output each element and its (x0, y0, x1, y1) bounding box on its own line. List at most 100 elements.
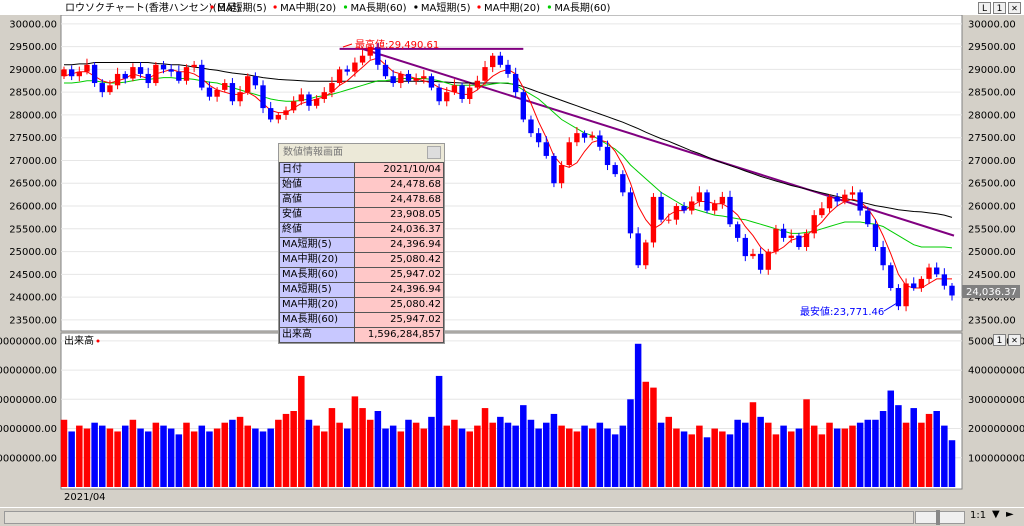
volume-bar (328, 408, 336, 487)
candle-body (520, 92, 526, 120)
volume-bar (282, 413, 290, 487)
info-panel[interactable]: 数値情報画面 日付 2021/10/04 始値 24,478.68 高値 24,478.6… (278, 143, 445, 344)
candle-body (344, 69, 350, 72)
candle-body (283, 110, 289, 115)
zoom-slider[interactable] (915, 510, 965, 525)
lock-button[interactable]: L (978, 2, 991, 14)
volume-bar (680, 431, 688, 487)
candle-body (551, 155, 557, 184)
candle-body (926, 267, 932, 279)
volume-bar (443, 425, 451, 487)
zoom-slider-thumb[interactable] (936, 510, 940, 525)
info-value: 25,947.02 (354, 267, 444, 283)
candle-body (99, 83, 105, 93)
price-tick-left: 26500.00 (9, 179, 57, 190)
volume-bar (382, 428, 389, 487)
volume-bar (650, 387, 657, 487)
price-tick-left: 30000.00 (9, 19, 57, 30)
volume-tick-right: 1000000000.00 (968, 453, 1024, 464)
candle-body (199, 64, 205, 88)
info-row: 出来高 1,596,284,857 (279, 327, 444, 343)
candle-body (643, 242, 649, 266)
status-bar: 1:1 ▼ ► (0, 507, 1024, 526)
volume-bar (879, 411, 887, 487)
candle-body (413, 78, 419, 81)
volume-bar (642, 381, 650, 487)
candle-body (421, 76, 427, 79)
price-tick-right: 23500.00 (968, 315, 1016, 326)
volume-tick-left: 3000000000.00 (0, 395, 57, 406)
volume-bar (244, 425, 251, 487)
candle-body (865, 210, 871, 225)
high-annotation: 最高値:29,490.61 (355, 38, 439, 51)
volume-bar (290, 411, 297, 487)
info-key: MA長期(60) (279, 267, 355, 283)
volume-bar (910, 408, 917, 487)
close-icon[interactable]: ✕ (1008, 2, 1021, 14)
info-value: 24,036.37 (354, 222, 444, 238)
price-axis-right: 30000.00 29500.00 29000.00 28500.00 28000.00… (968, 19, 1016, 326)
volume-bar (726, 434, 734, 487)
volume-bar (68, 431, 75, 487)
candle-body (888, 265, 894, 289)
volume-bar (688, 434, 695, 487)
candle-body (137, 67, 144, 74)
legend-item-label: MA中期(20) (280, 1, 336, 14)
scale-down-arrow-icon[interactable]: ▼ (992, 509, 1000, 520)
price-tick-left: 28000.00 (9, 110, 57, 121)
current-value-tag (962, 285, 1020, 298)
candle-body (352, 62, 358, 72)
volume-bar (573, 431, 581, 487)
candle-body (895, 288, 902, 307)
horizontal-scrollbar[interactable] (4, 511, 914, 524)
price-tick-left: 23500.00 (9, 315, 57, 326)
candle-body (183, 67, 190, 81)
volume-bar (565, 428, 573, 487)
info-value: 2021/10/04 (354, 162, 444, 178)
volume-bar (657, 422, 665, 487)
price-tick-left: 29500.00 (9, 42, 57, 53)
volume-bar (902, 422, 910, 487)
info-key: 終値 (279, 222, 355, 238)
volume-bar (703, 437, 711, 487)
volume-bar (252, 428, 259, 487)
size-button[interactable]: 1 (993, 2, 1006, 14)
info-value: 24,478.68 (354, 177, 444, 193)
candle-body (191, 64, 197, 68)
volume-bar (451, 419, 458, 487)
candle-body (382, 64, 389, 77)
price-tick-right: 27500.00 (968, 133, 1016, 144)
candle-body (390, 76, 396, 84)
volume-tick-right: 3000000000.00 (968, 395, 1024, 406)
candle-body (765, 251, 771, 270)
candle-body (796, 235, 802, 248)
info-row: MA短期(5) 24,396.94 (279, 282, 444, 298)
candle-body (68, 69, 75, 77)
scroll-end-icon[interactable]: ► (1006, 509, 1014, 520)
candle-body (742, 237, 748, 257)
info-value: 23,908.05 (354, 207, 444, 223)
info-row: 終値 24,036.37 (279, 222, 444, 238)
candle-body (574, 133, 580, 143)
volume-size-button[interactable]: 1 (993, 334, 1006, 346)
info-key: 高値 (279, 192, 355, 208)
candle-body (903, 283, 909, 307)
price-tick-right: 25500.00 (968, 224, 1016, 235)
volume-bar (397, 431, 405, 487)
info-panel-close-button[interactable] (427, 146, 441, 159)
volume-bar (213, 428, 221, 487)
volume-bar (405, 419, 412, 487)
volume-bar (489, 422, 496, 487)
volume-bar (918, 422, 925, 487)
volume-close-icon[interactable]: ✕ (1008, 334, 1021, 346)
volume-bar (527, 419, 535, 487)
price-tick-left: 24500.00 (9, 270, 57, 281)
legend-item-label: MA長期(60) (554, 2, 610, 14)
price-tick-left: 26000.00 (9, 202, 57, 213)
volume-bar (833, 428, 841, 487)
info-panel-titlebar[interactable]: 数値情報画面 (279, 144, 444, 162)
candle-body (313, 98, 320, 106)
volume-bar (787, 431, 795, 487)
legend-dot (414, 5, 418, 9)
price-tick-left: 25500.00 (9, 224, 57, 235)
